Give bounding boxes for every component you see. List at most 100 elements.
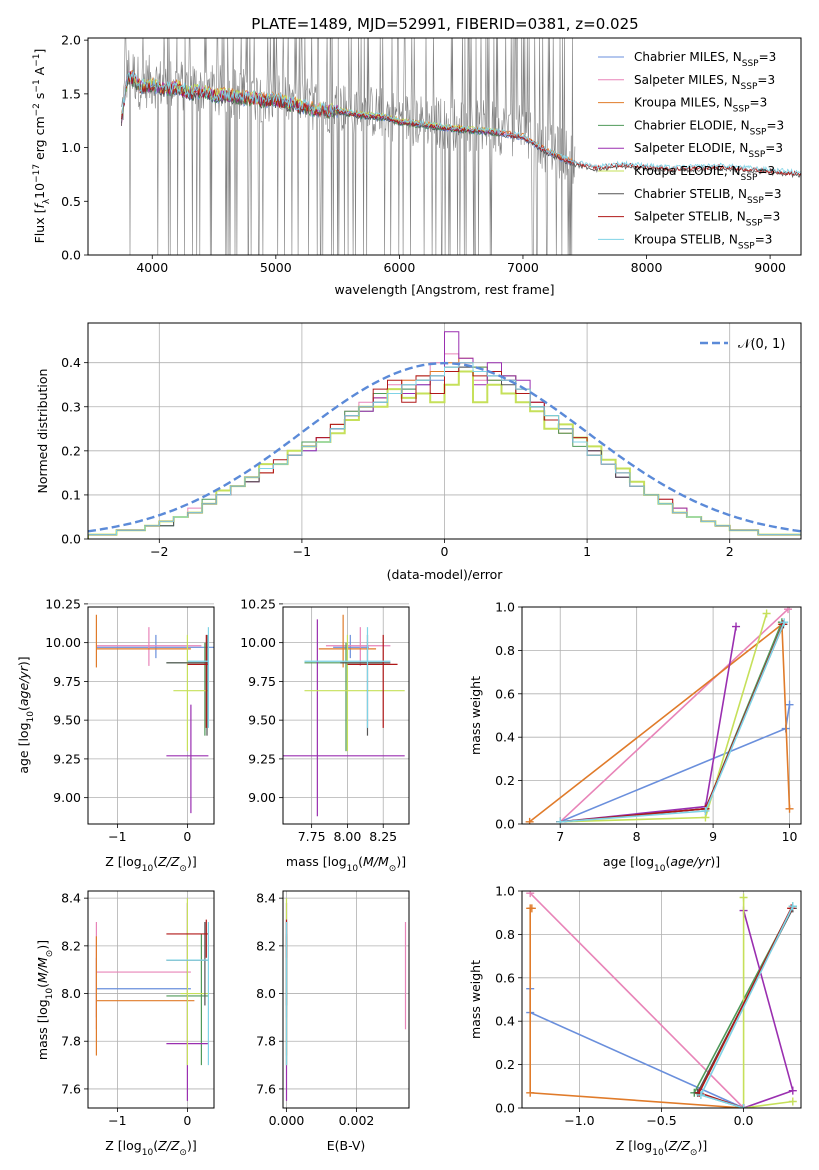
- y-tick-label: 0.1: [61, 487, 81, 502]
- y-tick-label: 0.8: [495, 643, 515, 658]
- x-axis-label: mass [log10(M/M⊙)]: [286, 854, 406, 874]
- weight-line-3: [560, 621, 783, 823]
- axes-frame: [87, 606, 215, 825]
- y-tick-label: 1.0: [495, 600, 515, 615]
- plot-area: [285, 898, 407, 1101]
- y-tick-label: 0.3: [61, 399, 81, 414]
- x-tick-label: 7: [556, 829, 564, 844]
- x-tick-label: 0.000: [269, 1113, 305, 1128]
- y-tick-label: 0.6: [495, 970, 515, 985]
- weight-marker: [526, 1088, 535, 1097]
- x-axis-label: Z [log10(Z/Z⊙)]: [105, 854, 196, 874]
- x-tick-label: −1: [293, 544, 311, 559]
- y-axis-label: age [log10(age/yr)]: [16, 656, 36, 773]
- legend-entry: Salpeter MILES, NSSP=3: [634, 73, 775, 92]
- plot-area: [121, 38, 801, 255]
- weight-marker: [527, 904, 536, 913]
- weight-line-0: [559, 704, 791, 823]
- weight-line-4: [742, 910, 794, 1108]
- x-tick-label: 10: [782, 829, 798, 844]
- weight-marker: [780, 618, 789, 627]
- weight-line-7: [560, 624, 784, 823]
- x-tick-label: 9: [709, 829, 717, 844]
- plot-area: [88, 331, 801, 539]
- y-tick-label: 9.00: [53, 790, 81, 805]
- y-tick-label: 0.0: [495, 817, 515, 832]
- x-tick-label: 2: [726, 544, 734, 559]
- y-tick-label: 9.00: [248, 790, 276, 805]
- weight-line-4: [560, 626, 737, 823]
- weight-marker: [701, 806, 710, 815]
- x-tick-label: 6000: [383, 260, 415, 275]
- y-tick-label: 0.4: [495, 730, 515, 745]
- weight-vs-z-panel: −1.0 −0.5 0.0 0.0 0.2 0.4 0.6 0.8 1.0 Z [log10(Z/…: [468, 884, 802, 1158]
- y-tick-label: 1.5: [61, 86, 81, 101]
- legend-entry: Kroupa STELIB, NSSP=3: [634, 232, 772, 251]
- y-axis-label: mass weight: [468, 676, 483, 755]
- spectrum-legend: Chabrier MILES, NSSP=3 Salpeter MILES, NS…: [598, 50, 784, 251]
- x-tick-label: 0: [441, 544, 449, 559]
- x-tick-label: 8: [633, 829, 641, 844]
- weight-line-2: [529, 907, 744, 1108]
- y-tick-label: 0.2: [61, 443, 81, 458]
- y-tick-label: 9.75: [248, 674, 276, 689]
- weight-marker: [785, 700, 794, 709]
- legend-entry: Kroupa ELODIE, NSSP=3: [634, 164, 775, 183]
- x-tick-label: −2: [150, 544, 168, 559]
- weight-line-1: [529, 892, 745, 1108]
- legend-entry: Salpeter STELIB, NSSP=3: [634, 210, 780, 229]
- legend-entry: 𝒩(0, 1): [738, 337, 785, 352]
- y-tick-label: 0.0: [61, 532, 81, 547]
- legend-entry: Kroupa MILES, NSSP=3: [634, 96, 767, 115]
- spectrum-panel: 4000 5000 6000 7000 8000 9000 0.0 0.5 1.0 1.5 2.0 w…: [32, 33, 802, 297]
- weight-marker: [739, 1104, 748, 1108]
- y-tick-label: 10.00: [45, 635, 81, 650]
- y-tick-label: 0.4: [61, 355, 81, 370]
- y-tick-label: 0.0: [495, 1101, 515, 1116]
- y-tick-label: 7.6: [256, 1081, 276, 1096]
- weight-marker: [784, 607, 793, 614]
- y-tick-label: 0.6: [495, 686, 515, 701]
- axes-frame: [87, 37, 802, 256]
- y-tick-label: 8.0: [256, 986, 276, 1001]
- weight-line-2: [529, 622, 791, 823]
- x-tick-label: 0.002: [339, 1113, 375, 1128]
- y-tick-label: 0.8: [495, 927, 515, 942]
- y-tick-label: 0.0: [61, 248, 81, 263]
- y-tick-label: 8.0: [61, 986, 81, 1001]
- y-tick-label: 0.2: [495, 773, 515, 788]
- x-tick-label: 8.25: [369, 829, 397, 844]
- y-tick-label: 7.8: [61, 1034, 81, 1049]
- weight-marker: [788, 902, 797, 911]
- x-tick-label: 0.0: [734, 1113, 754, 1128]
- mass-vs-ebv-panel: 0.000 0.002 7.6 7.8 8.0 8.2 8.4 E(B-V): [256, 890, 410, 1153]
- weight-marker: [525, 817, 534, 824]
- figure-title: PLATE=1489, MJD=52991, FIBERID=0381, z=0…: [251, 15, 638, 33]
- age-vs-z-panel: −1 0 9.00 9.25 9.50 9.75 10.00 10.25 Z [log10(Z/…: [16, 596, 215, 874]
- axes-frame: [87, 890, 215, 1109]
- axes-frame: [521, 606, 802, 825]
- y-tick-label: 10.25: [45, 596, 81, 611]
- x-tick-label: 7000: [507, 260, 539, 275]
- x-tick-label: −1: [108, 829, 126, 844]
- weight-line-8: [560, 621, 785, 823]
- y-tick-label: 8.2: [256, 938, 276, 953]
- normal-curve: [88, 361, 801, 533]
- x-tick-label: 4000: [136, 260, 168, 275]
- axes-frame: [282, 890, 410, 1109]
- legend-entry: Salpeter ELODIE, NSSP=3: [634, 141, 783, 160]
- x-tick-label: 0: [183, 1113, 191, 1128]
- x-tick-label: 1: [583, 544, 591, 559]
- plot-area: [95, 898, 209, 1101]
- y-tick-label: 8.4: [256, 891, 276, 906]
- x-tick-label: 0: [183, 829, 191, 844]
- plot-area: [283, 614, 405, 817]
- y-tick-label: 0.2: [495, 1057, 515, 1072]
- y-tick-label: 0.4: [495, 1014, 515, 1029]
- y-tick-label: 10.00: [240, 635, 276, 650]
- x-tick-label: 9000: [754, 260, 786, 275]
- weight-line-1: [559, 608, 789, 823]
- legend-entry: Chabrier ELODIE, NSSP=3: [634, 118, 784, 137]
- plot-area: [525, 607, 794, 824]
